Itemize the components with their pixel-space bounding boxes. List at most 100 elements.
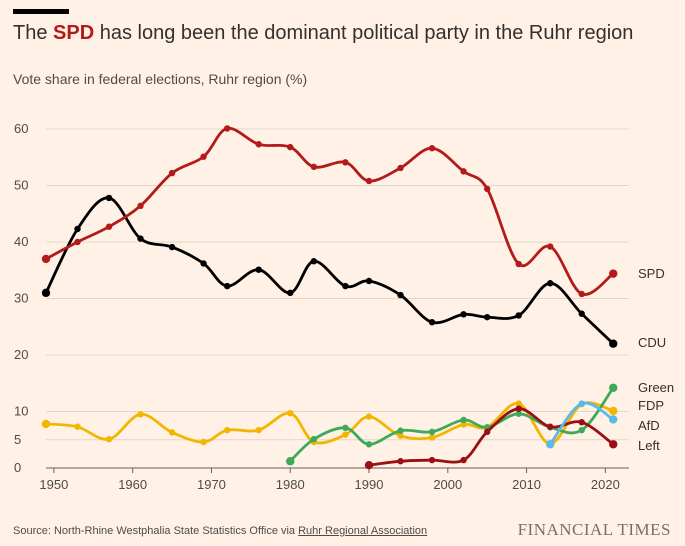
data-point-spd	[105, 223, 113, 230]
data-point-spd	[578, 290, 585, 298]
y-axis-ticks: 0 5 10 20 30 40 50 60	[14, 121, 28, 475]
x-tick-label: 1970	[197, 477, 226, 492]
data-point-green	[609, 383, 618, 392]
data-point-spd	[365, 177, 373, 185]
data-point-cdu	[74, 225, 81, 233]
data-point-spd	[224, 125, 231, 132]
data-point-fdp	[397, 432, 404, 439]
data-point-fdp	[342, 431, 349, 438]
ft-top-rule	[13, 9, 69, 14]
data-point-left	[460, 456, 467, 464]
data-point-spd	[609, 269, 618, 278]
data-point-fdp	[74, 423, 81, 430]
x-tick-label: 1960	[118, 477, 147, 492]
series-left	[364, 405, 618, 470]
data-point-green	[578, 426, 585, 434]
series-cdu	[41, 194, 618, 348]
data-point-cdu	[255, 266, 262, 273]
y-tick-label: 0	[14, 460, 21, 475]
data-point-cdu	[515, 312, 522, 319]
title-highlight-spd: SPD	[53, 22, 95, 44]
data-point-spd	[255, 141, 262, 148]
data-point-cdu	[365, 277, 373, 285]
data-point-green	[365, 441, 373, 448]
data-point-spd	[200, 153, 207, 160]
y-tick-label: 5	[14, 432, 21, 447]
data-point-spd	[310, 163, 318, 171]
x-tick-label: 1990	[355, 477, 384, 492]
data-point-cdu	[460, 311, 467, 318]
data-point-green	[286, 457, 295, 466]
chart-subtitle: Vote share in federal elections, Ruhr re…	[13, 71, 308, 87]
data-point-fdp	[515, 400, 522, 407]
x-tick-label: 1950	[39, 477, 68, 492]
data-point-afd	[609, 415, 618, 424]
series-label-left: Left	[638, 438, 660, 453]
series-label-afd: AfD	[638, 418, 660, 433]
data-point-left	[515, 405, 522, 412]
data-point-fdp	[168, 429, 176, 436]
data-point-cdu	[609, 339, 618, 348]
series-labels: SPD CDU FDP Green Left AfD	[638, 266, 674, 453]
data-point-cdu	[342, 282, 349, 290]
data-point-spd	[41, 254, 51, 264]
data-point-fdp	[609, 406, 618, 416]
data-point-fdp	[200, 438, 207, 446]
data-point-left	[364, 460, 374, 470]
x-tick-label: 2020	[591, 477, 620, 492]
data-point-spd	[547, 243, 554, 250]
data-point-green	[342, 424, 349, 432]
data-point-cdu	[547, 280, 554, 287]
data-point-cdu	[137, 235, 144, 242]
data-point-left	[609, 440, 618, 449]
data-point-spd	[74, 238, 81, 246]
data-point-spd	[483, 185, 491, 193]
series-label-green: Green	[638, 380, 674, 395]
data-point-cdu	[168, 243, 176, 251]
data-point-left	[578, 419, 585, 426]
data-point-fdp	[460, 421, 467, 428]
data-point-left	[547, 423, 554, 430]
source-note: Source: North-Rhine Westphalia State Sta…	[13, 525, 428, 537]
series-line-fdp	[44, 401, 615, 446]
data-point-spd	[515, 260, 522, 268]
data-point-fdp	[137, 411, 144, 418]
data-point-fdp	[365, 413, 373, 420]
data-point-green	[310, 435, 318, 443]
x-axis-ticks: 1950 1960 1970 1980 1990 2000 2010 2020	[39, 468, 620, 492]
data-point-spd	[287, 143, 294, 151]
source-link[interactable]: Ruhr Regional Association	[298, 525, 428, 537]
data-point-spd	[137, 202, 144, 210]
chart-title: The SPD has long been the dominant polit…	[13, 22, 634, 44]
data-point-cdu	[310, 258, 318, 265]
data-point-cdu	[105, 194, 113, 202]
y-tick-label: 40	[14, 234, 28, 249]
data-point-spd	[460, 168, 467, 175]
ft-logo: FINANCIAL TIMES	[517, 520, 671, 539]
data-point-spd	[428, 145, 436, 152]
data-point-fdp	[255, 426, 262, 434]
data-point-cdu	[224, 282, 231, 290]
y-tick-label: 10	[14, 404, 28, 419]
data-point-spd	[342, 159, 349, 166]
data-point-cdu	[200, 260, 207, 267]
data-point-cdu	[578, 310, 585, 317]
data-point-left	[397, 458, 404, 465]
series-lines	[41, 125, 618, 470]
y-tick-label: 30	[14, 291, 28, 306]
series-label-fdp: FDP	[638, 398, 664, 413]
data-point-fdp	[41, 419, 51, 429]
data-point-spd	[397, 164, 404, 172]
y-tick-label: 60	[14, 121, 28, 136]
data-point-green	[460, 416, 467, 424]
series-afd	[546, 400, 618, 449]
series-spd	[41, 125, 618, 298]
series-line-cdu	[44, 196, 615, 346]
data-point-cdu	[41, 288, 51, 298]
data-point-left	[428, 456, 436, 464]
data-point-fdp	[224, 426, 231, 434]
data-point-cdu	[397, 291, 404, 299]
data-point-left	[483, 428, 491, 436]
x-tick-label: 1980	[276, 477, 305, 492]
series-line-spd	[44, 126, 615, 296]
